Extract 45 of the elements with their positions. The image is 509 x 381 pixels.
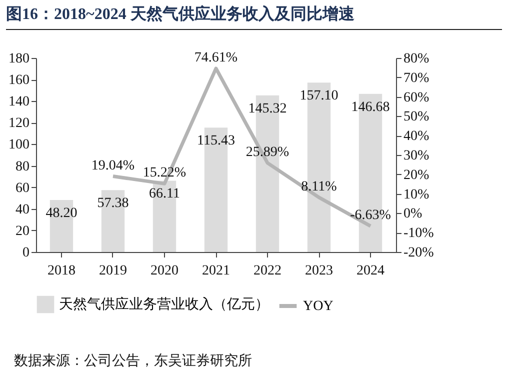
text: 8.11% [301,179,337,194]
text: -6.63% [350,208,391,224]
text: 48.20 [46,206,78,222]
y2-tick-label: 30% [404,148,430,164]
x-tick-label: 2022 [254,264,282,278]
y2-tick-label: -10% [404,226,434,242]
legend-label: 天然气供应业务营业收入（亿元） [59,296,269,312]
text: 19.04% [91,158,135,174]
y-tick-label: 100 [8,138,30,153]
y-tick-label: 140 [8,94,30,110]
x-tick-label: 2021 [202,264,230,278]
text: 157.10 [300,88,338,104]
x-tick-label: 2020 [150,264,178,278]
y2-tick-label: 50% [404,110,430,125]
x-tick-label: 2024 [356,264,385,278]
y2-tick-label: 80% [404,52,430,66]
y2-tick-label: 60% [404,90,430,106]
x-tick-label: 2019 [98,264,127,278]
y-tick-label: 180 [8,52,30,66]
text: 25.89% [246,144,290,160]
y2-tick-label: 20% [404,168,430,183]
text: 145.32 [248,101,287,116]
y-tick-label: 80 [16,159,30,174]
y2-tick-label: 10% [404,187,430,202]
text: 115.43 [197,134,235,149]
y-tick-label: 160 [8,73,30,88]
text: 15.22% [142,166,186,181]
y-tick-label: 40 [16,202,30,218]
text: 66.11 [149,186,180,202]
chart-title: 图16：2018~2024 天然气供应业务收入及同比增速 [6,4,502,30]
legend-label: YOY [303,299,334,314]
y-tick-label: 120 [8,116,30,132]
y2-tick-label: 70% [404,70,430,86]
y2-tick-label: 40% [404,129,430,144]
x-tick-label: 2023 [305,264,334,278]
y2-tick-label: 0% [404,206,422,222]
source-note: 数据来源：公司公告，东吴证券研究所 [14,352,252,370]
y2-tick-label: -20% [404,246,434,260]
text: 146.68 [351,100,390,115]
y-tick-label: 20 [16,224,30,239]
text: 74.61% [194,50,238,66]
y-tick-label: 0 [22,246,30,260]
text: 57.38 [97,196,129,212]
x-tick-label: 2018 [47,264,76,278]
y-tick-label: 60 [16,180,30,196]
